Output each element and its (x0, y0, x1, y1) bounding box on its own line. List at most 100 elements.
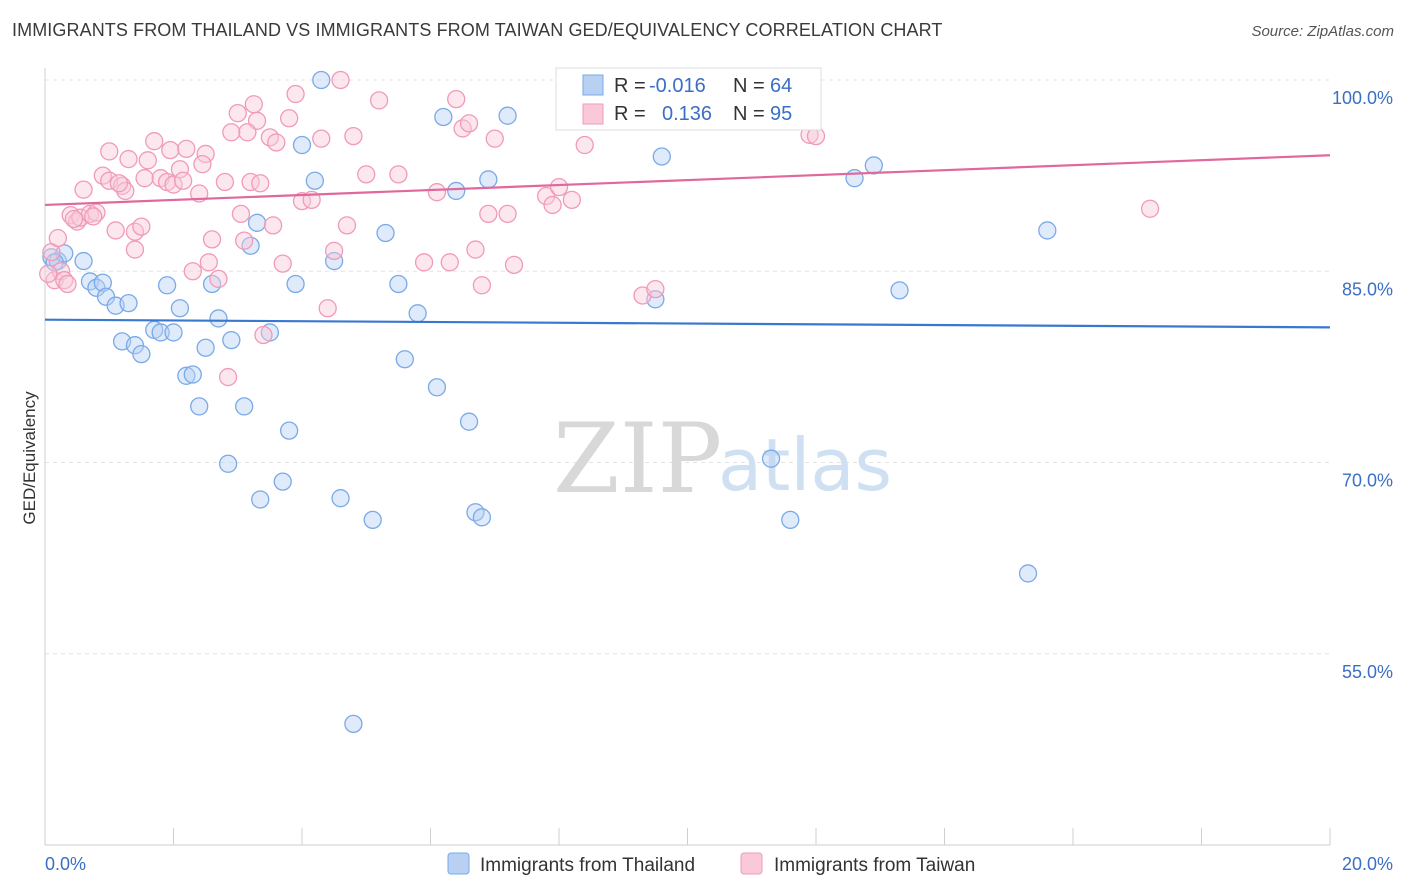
point-thailand (864, 156, 883, 175)
point-taiwan (58, 274, 77, 294)
point-thailand (251, 490, 270, 509)
watermark-zip: ZIP (553, 403, 722, 515)
point-taiwan (427, 183, 447, 202)
point-taiwan (575, 135, 594, 155)
y-axis-label: GED/Equivalency (20, 391, 39, 525)
y-tick-label: 55.0% (1342, 662, 1393, 682)
point-taiwan (112, 176, 132, 195)
axes (44, 68, 1330, 846)
point-taiwan (344, 126, 363, 146)
point-taiwan (543, 195, 562, 215)
point-taiwan (254, 325, 273, 345)
point-thailand (331, 489, 350, 508)
point-thailand (151, 323, 170, 342)
point-thailand (164, 323, 183, 342)
point-thailand (218, 454, 238, 473)
point-taiwan (39, 264, 58, 283)
point-taiwan (138, 151, 157, 170)
point-thailand (247, 213, 267, 232)
stats-r-value-taiwan: 0.136 (662, 103, 712, 125)
point-thailand (196, 338, 215, 357)
point-taiwan (389, 165, 408, 184)
point-thailand (427, 378, 447, 397)
point-taiwan (161, 140, 180, 160)
trend-lines (44, 154, 1331, 329)
point-taiwan (74, 180, 93, 199)
point-taiwan (337, 216, 357, 235)
point-thailand (890, 281, 909, 300)
stats-swatch-thailand (582, 74, 604, 96)
point-taiwan (106, 221, 125, 240)
point-thailand (363, 510, 382, 530)
point-thailand (222, 330, 241, 350)
point-taiwan (267, 133, 286, 152)
point-taiwan (193, 154, 212, 174)
point-taiwan (235, 231, 254, 250)
point-taiwan (241, 172, 260, 192)
point-thailand (157, 276, 177, 295)
point-taiwan (498, 204, 517, 224)
point-taiwan (218, 367, 238, 387)
x-tick-labels: 0.0% 20.0% (45, 854, 1393, 874)
stats-r-label-thailand: R = (614, 75, 646, 97)
point-taiwan (196, 144, 215, 164)
point-thailand (183, 365, 202, 384)
point-taiwan (173, 171, 193, 190)
point-taiwan (414, 253, 434, 272)
point-taiwan (199, 253, 218, 272)
stats-r-label-taiwan: R = (614, 103, 646, 125)
point-taiwan (562, 190, 581, 210)
point-taiwan (64, 209, 84, 229)
stats-n-value-thailand: 64 (770, 75, 792, 97)
point-taiwan (459, 114, 479, 133)
point-taiwan (318, 299, 337, 318)
point-thailand (324, 251, 344, 271)
point-thailand (235, 397, 254, 416)
point-taiwan (466, 240, 485, 259)
point-taiwan (132, 217, 151, 236)
point-taiwan (479, 204, 498, 224)
point-thailand (459, 412, 479, 431)
point-thailand (74, 251, 93, 271)
stats-n-label-thailand: N = (733, 75, 765, 97)
point-thailand (1018, 564, 1038, 583)
y-tick-label: 100.0% (1332, 88, 1393, 108)
point-thailand (292, 135, 312, 155)
y-tick-label: 85.0% (1342, 279, 1393, 299)
point-thailand (447, 181, 466, 201)
point-taiwan (183, 262, 202, 281)
stats-n-label-taiwan: N = (733, 103, 765, 125)
point-taiwan (292, 191, 312, 211)
point-thailand (434, 107, 453, 127)
point-taiwan (231, 204, 251, 224)
point-taiwan (222, 123, 241, 142)
point-taiwan (357, 165, 376, 184)
point-taiwan (472, 276, 492, 295)
point-taiwan (324, 241, 344, 261)
point-thailand (312, 70, 331, 90)
point-taiwan (164, 175, 183, 194)
stats-legend: R = -0.016 N = 64 R = 0.136 N = 95 (555, 67, 822, 131)
legend-label-thailand: Immigrants from Thailand (480, 855, 695, 876)
y-tick-label: 70.0% (1342, 471, 1393, 491)
chart-title: IMMIGRANTS FROM THAILAND VS IMMIGRANTS F… (12, 20, 943, 40)
x-tick-label: 20.0% (1342, 854, 1393, 874)
point-taiwan (369, 91, 389, 110)
x-tick-label: 0.0% (45, 854, 86, 874)
point-thailand (761, 449, 781, 468)
point-taiwan (100, 142, 119, 161)
point-taiwan (145, 132, 164, 151)
point-thailand (652, 147, 671, 166)
point-thailand (125, 336, 145, 355)
point-taiwan (646, 279, 665, 299)
point-taiwan (228, 104, 247, 123)
point-thailand (395, 350, 414, 369)
point-thailand (376, 223, 395, 243)
point-thailand (45, 253, 64, 272)
point-taiwan (209, 269, 228, 289)
point-thailand (273, 472, 292, 491)
point-taiwan (312, 129, 331, 148)
point-thailand (93, 273, 112, 292)
point-taiwan (485, 129, 504, 148)
point-taiwan (109, 174, 129, 193)
